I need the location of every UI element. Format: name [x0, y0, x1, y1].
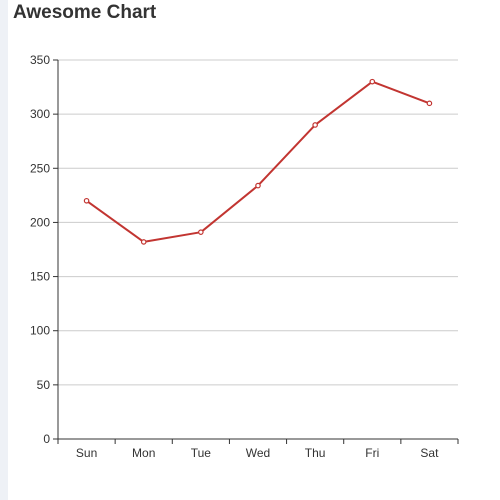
- data-point-wed[interactable]: [255, 182, 261, 189]
- chart-card: Awesome Chart 0 50 100 150 200 250 300 350 Sun M…: [8, 0, 500, 500]
- y-tick-label: 350: [30, 53, 50, 67]
- x-tick-label-wed: Wed: [246, 446, 270, 460]
- y-tick-label: 200: [30, 215, 50, 229]
- data-point-fri[interactable]: [369, 78, 376, 85]
- x-tick-label-sat: Sat: [420, 446, 439, 460]
- data-point-tue[interactable]: [198, 229, 204, 235]
- x-tick-label-tue: Tue: [191, 446, 212, 460]
- y-tick-label: 250: [30, 161, 50, 175]
- page-left-strip: [0, 0, 8, 500]
- data-point-thu[interactable]: [312, 122, 318, 128]
- series-layer: [83, 78, 433, 245]
- data-point-sun[interactable]: [83, 197, 90, 204]
- y-tick-label: 0: [43, 432, 50, 446]
- data-point-sat[interactable]: [426, 100, 433, 107]
- x-tick-label-mon: Mon: [132, 446, 155, 460]
- x-axis: Sun Mon Tue Wed Thu Fri Sat: [57, 438, 459, 460]
- data-point-mon[interactable]: [140, 239, 147, 245]
- line-chart: 0 50 100 150 200 250 300 350 Sun Mon Tue Wed Thu Fri…: [30, 53, 459, 460]
- x-tick-label-fri: Fri: [365, 446, 379, 460]
- chart-title: Awesome Chart: [13, 2, 157, 23]
- x-tick-label-sun: Sun: [76, 446, 97, 460]
- x-tick-label-thu: Thu: [305, 446, 326, 460]
- y-tick-label: 50: [37, 378, 51, 392]
- y-tick-label: 100: [30, 324, 50, 338]
- y-axis-ticks: 0 50 100 150 200 250 300 350: [30, 53, 59, 446]
- gridlines: [58, 59, 458, 386]
- y-tick-label: 300: [30, 107, 50, 121]
- series-line-0: [85, 80, 430, 243]
- y-tick-label: 150: [30, 270, 50, 284]
